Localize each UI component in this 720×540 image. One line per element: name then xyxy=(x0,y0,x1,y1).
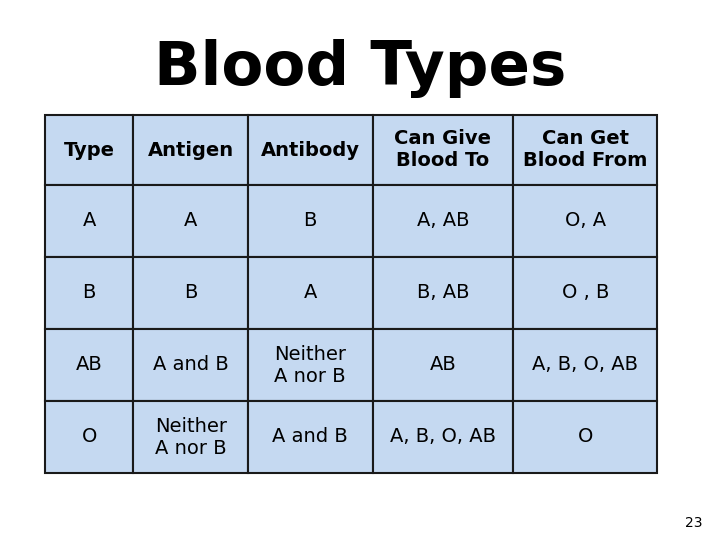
Bar xyxy=(372,257,513,329)
Text: A, B, O, AB: A, B, O, AB xyxy=(390,428,496,447)
Text: Blood Types: Blood Types xyxy=(154,38,566,98)
Text: B: B xyxy=(184,284,197,302)
Bar xyxy=(513,115,657,185)
Text: O, A: O, A xyxy=(564,212,606,231)
Text: A, AB: A, AB xyxy=(417,212,469,231)
Bar xyxy=(45,115,133,185)
Bar xyxy=(513,257,657,329)
Bar xyxy=(513,185,657,257)
Bar xyxy=(133,185,248,257)
Text: A: A xyxy=(184,212,197,231)
Bar xyxy=(133,115,248,185)
Bar xyxy=(248,401,372,473)
Text: AB: AB xyxy=(76,355,102,375)
Text: A and B: A and B xyxy=(153,355,229,375)
Bar xyxy=(248,185,372,257)
Text: A: A xyxy=(304,284,317,302)
Text: Neither
A nor B: Neither A nor B xyxy=(274,345,346,386)
Bar xyxy=(45,401,133,473)
Bar xyxy=(372,115,513,185)
Bar xyxy=(372,329,513,401)
Bar xyxy=(372,185,513,257)
Bar xyxy=(45,329,133,401)
Bar xyxy=(248,329,372,401)
Bar xyxy=(372,401,513,473)
Bar xyxy=(248,115,372,185)
Text: Antibody: Antibody xyxy=(261,140,360,159)
Bar xyxy=(133,257,248,329)
Text: Neither
A nor B: Neither A nor B xyxy=(155,416,227,457)
Bar xyxy=(513,329,657,401)
Text: B: B xyxy=(304,212,317,231)
Text: B: B xyxy=(83,284,96,302)
Text: Antigen: Antigen xyxy=(148,140,234,159)
Bar xyxy=(133,329,248,401)
Text: Can Get
Blood From: Can Get Blood From xyxy=(523,130,647,171)
Text: A: A xyxy=(83,212,96,231)
Text: Can Give
Blood To: Can Give Blood To xyxy=(395,130,492,171)
Bar xyxy=(248,257,372,329)
Text: O: O xyxy=(81,428,97,447)
Text: AB: AB xyxy=(430,355,456,375)
Text: O: O xyxy=(577,428,593,447)
Bar xyxy=(45,185,133,257)
Text: Type: Type xyxy=(63,140,114,159)
Text: A, B, O, AB: A, B, O, AB xyxy=(532,355,639,375)
Bar xyxy=(133,401,248,473)
Text: 23: 23 xyxy=(685,516,702,530)
Text: O , B: O , B xyxy=(562,284,609,302)
Text: A and B: A and B xyxy=(272,428,348,447)
Bar xyxy=(513,401,657,473)
Text: B, AB: B, AB xyxy=(417,284,469,302)
Bar xyxy=(45,257,133,329)
